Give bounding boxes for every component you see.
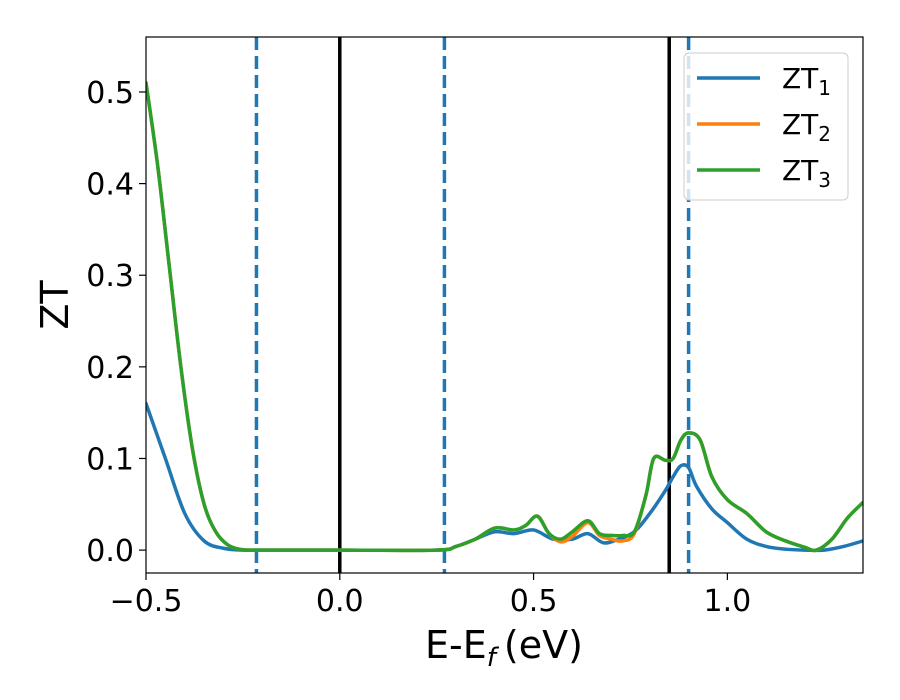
- series-line-zt3: [146, 81, 863, 553]
- x-tick-label: 0.5: [510, 584, 558, 619]
- legend: ZT1 ZT2 ZT3: [683, 52, 849, 201]
- y-tick-label: 0.0: [86, 534, 134, 569]
- x-tick-label: 1.0: [703, 584, 751, 619]
- reference-lines: [254, 37, 691, 573]
- legend-label-zt2: ZT2: [782, 108, 831, 146]
- y-axis: 0.0 0.1 0.2 0.3 0.4 0.5: [86, 76, 146, 569]
- x-tick-label: −0.5: [110, 584, 183, 619]
- x-axis-label: E-Ef (eV): [425, 623, 583, 673]
- plot-frame: [145, 36, 864, 574]
- y-tick-label: 0.2: [86, 351, 134, 386]
- legend-box: [683, 52, 849, 201]
- y-axis-label: ZT: [33, 280, 77, 330]
- y-tick-label: 0.3: [86, 259, 134, 294]
- series-lines: [146, 81, 863, 553]
- y-tick-label: 0.4: [86, 168, 134, 203]
- legend-label-zt1: ZT1: [782, 62, 831, 100]
- y-tick-label: 0.1: [86, 442, 134, 477]
- legend-label-zt3: ZT3: [782, 154, 831, 192]
- y-tick-label: 0.5: [86, 76, 134, 111]
- x-tick-label: 0.0: [316, 584, 364, 619]
- x-axis: −0.5 0.0 0.5 1.0: [110, 573, 751, 619]
